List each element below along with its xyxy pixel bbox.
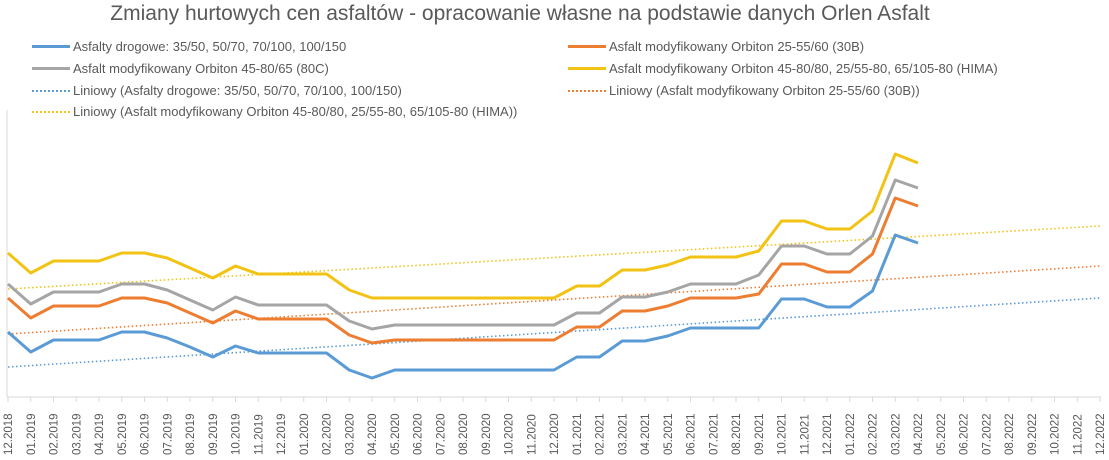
x-tick-label: 02.2020: [322, 413, 334, 455]
x-tick-label: 02.2021: [595, 413, 607, 455]
legend-item: Liniowy (Asfalt modyfikowany Orbiton 25-…: [568, 83, 920, 98]
legend-label: Asfalt modyfikowany Orbiton 25-55/60 (30…: [609, 39, 865, 54]
x-tick-label: 06.2022: [959, 413, 971, 455]
x-tick-label: 09.2020: [481, 413, 493, 455]
legend-line-marker: [568, 67, 606, 70]
legend-label: Asfalty drogowe: 35/50, 50/70, 70/100, 1…: [73, 39, 347, 54]
x-tick-label: 02.2022: [868, 413, 880, 455]
x-tick-label: 10.2020: [504, 413, 516, 455]
x-tick-label: 07.2019: [162, 413, 174, 455]
x-tick-label: 06.2020: [413, 413, 425, 455]
x-tick-label: 09.2019: [208, 413, 220, 455]
legend-line-marker: [568, 45, 606, 48]
x-tick-label: 04.2022: [913, 413, 925, 455]
x-tick-label: 12.2020: [549, 413, 561, 455]
x-tick-label: 05.2022: [936, 413, 948, 455]
x-tick-label: 03.2022: [890, 413, 902, 455]
legend-item: Liniowy (Asfalt modyfikowany Orbiton 45-…: [32, 104, 517, 119]
series-line-0: [7, 233, 919, 380]
x-tick-label: 05.2021: [663, 413, 675, 455]
x-tick-label: 05.2019: [117, 413, 129, 455]
x-tick-label: 11.2020: [526, 414, 538, 455]
legend-line-marker: [32, 89, 70, 92]
x-tick-label: 08.2022: [1004, 413, 1016, 455]
legend-label: Liniowy (Asfalty drogowe: 35/50, 50/70, …: [73, 83, 402, 98]
legend-item: Asfalty drogowe: 35/50, 50/70, 70/100, 1…: [32, 39, 346, 54]
x-tick-label: 06.2021: [686, 413, 698, 455]
x-tick-label: 08.2019: [185, 413, 197, 455]
x-tick-label: 10.2019: [231, 413, 243, 455]
x-tick-label: 07.2021: [708, 413, 720, 455]
legend-line-marker: [568, 89, 606, 92]
x-tick-label: 01.2022: [845, 413, 857, 455]
legend-line-marker: [32, 110, 70, 113]
trendline-4: [7, 297, 1101, 368]
x-tick-label: 01.2021: [572, 413, 584, 455]
x-tick-label: 07.2022: [981, 413, 993, 455]
x-tick-label: 04.2020: [367, 413, 379, 455]
legend-line-marker: [32, 67, 70, 70]
legend-item: Asfalt modyfikowany Orbiton 45-80/65 (80…: [32, 61, 329, 76]
x-tick-label: 08.2020: [458, 413, 470, 455]
x-tick-label: 11.2019: [253, 414, 265, 455]
x-tick-label: 05.2020: [390, 413, 402, 455]
x-tick-label: 02.2019: [49, 413, 61, 455]
x-tick-label: 03.2019: [71, 413, 83, 455]
chart-title: Zmiany hurtowych cen asfaltów - opracowa…: [110, 2, 930, 25]
x-tick-label: 09.2021: [754, 413, 766, 455]
x-tick-label: 03.2020: [344, 413, 356, 455]
x-tick-label: 03.2021: [617, 413, 629, 455]
legend-item: Liniowy (Asfalty drogowe: 35/50, 50/70, …: [32, 83, 402, 98]
x-tick-label: 10.2022: [1050, 413, 1062, 455]
series-line-3: [7, 152, 919, 300]
x-tick-label: 12.2022: [1095, 413, 1107, 455]
x-tick-label: 12.2021: [822, 413, 834, 455]
legend-item: Asfalt modyfikowany Orbiton 45-80/80, 25…: [568, 61, 998, 76]
x-tick-label: 06.2019: [140, 413, 152, 455]
x-tick-label: 12.2018: [3, 413, 15, 455]
trendline-6: [7, 225, 1101, 290]
x-tick-label: 04.2021: [640, 413, 652, 455]
legend-line-marker: [32, 45, 70, 48]
x-tick-label: 01.2019: [26, 413, 38, 455]
legend-label: Liniowy (Asfalt modyfikowany Orbiton 45-…: [73, 104, 518, 119]
x-tick-label: 12.2019: [276, 413, 288, 455]
x-tick-label: 09.2022: [1027, 413, 1039, 455]
legend-label: Liniowy (Asfalt modyfikowany Orbiton 25-…: [609, 83, 920, 98]
x-tick-label: 10.2021: [777, 413, 789, 455]
x-tick-label: 04.2019: [94, 413, 106, 455]
legend-label: Asfalt modyfikowany Orbiton 45-80/65 (80…: [73, 61, 329, 76]
x-tick-label: 11.2021: [799, 414, 811, 455]
x-tick-label: 11.2022: [1072, 414, 1084, 455]
legend-label: Asfalt modyfikowany Orbiton 45-80/80, 25…: [609, 61, 998, 76]
x-tick-label: 01.2020: [299, 413, 311, 455]
x-tick-label: 07.2020: [435, 413, 447, 455]
legend-item: Asfalt modyfikowany Orbiton 25-55/60 (30…: [568, 39, 864, 54]
x-tick-label: 08.2021: [731, 413, 743, 455]
